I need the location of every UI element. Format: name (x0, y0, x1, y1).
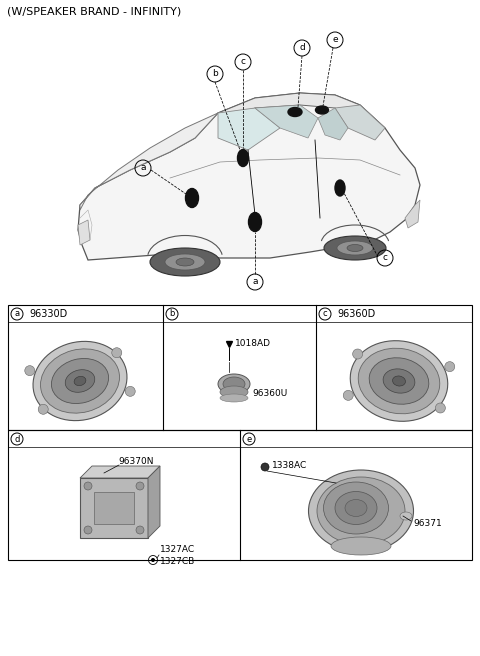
Ellipse shape (331, 537, 391, 555)
Ellipse shape (317, 477, 405, 545)
Ellipse shape (218, 374, 250, 394)
Text: 1327CB: 1327CB (160, 558, 195, 567)
Ellipse shape (324, 236, 386, 260)
Text: e: e (332, 35, 338, 45)
Ellipse shape (223, 377, 245, 391)
Ellipse shape (383, 369, 415, 393)
Text: 96360D: 96360D (337, 309, 375, 319)
Polygon shape (335, 105, 385, 140)
Text: 1338AC: 1338AC (272, 461, 307, 470)
Text: 1018AD: 1018AD (235, 340, 271, 348)
Ellipse shape (51, 358, 108, 403)
Ellipse shape (74, 377, 86, 386)
Ellipse shape (249, 213, 262, 232)
Ellipse shape (40, 349, 120, 413)
Ellipse shape (337, 241, 373, 255)
Text: 96330D: 96330D (29, 309, 67, 319)
Text: e: e (246, 434, 252, 443)
Circle shape (136, 482, 144, 490)
Polygon shape (318, 108, 348, 140)
Ellipse shape (324, 482, 388, 534)
Circle shape (84, 526, 92, 534)
Polygon shape (218, 108, 280, 150)
Text: d: d (299, 43, 305, 52)
Circle shape (112, 348, 122, 358)
Text: b: b (169, 310, 175, 319)
Ellipse shape (358, 348, 440, 414)
Ellipse shape (176, 258, 194, 266)
Polygon shape (255, 105, 318, 138)
Text: b: b (212, 70, 218, 79)
Text: c: c (240, 58, 245, 66)
Text: c: c (323, 310, 327, 319)
Ellipse shape (400, 512, 412, 520)
Ellipse shape (369, 358, 429, 404)
Text: c: c (383, 253, 387, 262)
Text: a: a (252, 277, 258, 287)
Polygon shape (80, 466, 160, 478)
Ellipse shape (347, 245, 363, 251)
Text: a: a (14, 310, 20, 319)
Ellipse shape (185, 188, 199, 207)
Ellipse shape (350, 340, 448, 421)
Circle shape (25, 365, 35, 376)
Circle shape (136, 526, 144, 534)
Polygon shape (405, 200, 420, 228)
Ellipse shape (65, 370, 95, 392)
Bar (80, 478, 148, 538)
Text: 96370N: 96370N (118, 457, 154, 466)
Text: (W/SPEAKER BRAND - INFINITY): (W/SPEAKER BRAND - INFINITY) (7, 6, 181, 16)
Polygon shape (78, 220, 90, 245)
Circle shape (38, 404, 48, 415)
Ellipse shape (238, 150, 249, 167)
Text: 1327AC: 1327AC (160, 546, 195, 554)
Circle shape (435, 403, 445, 413)
Ellipse shape (393, 376, 406, 386)
Ellipse shape (220, 386, 248, 398)
Ellipse shape (335, 491, 377, 525)
Circle shape (445, 361, 455, 372)
Text: 96371: 96371 (413, 518, 442, 527)
Circle shape (353, 349, 362, 359)
Ellipse shape (288, 108, 302, 117)
Ellipse shape (165, 254, 205, 270)
Text: d: d (14, 434, 20, 443)
Ellipse shape (33, 341, 127, 420)
Circle shape (151, 558, 155, 562)
Circle shape (343, 390, 353, 400)
Polygon shape (80, 113, 218, 210)
Bar (8, 430, 472, 560)
Bar (94, 492, 134, 524)
Ellipse shape (315, 106, 328, 114)
Ellipse shape (220, 394, 248, 402)
Bar (8, 305, 472, 430)
Polygon shape (148, 466, 160, 538)
Circle shape (125, 386, 135, 396)
Ellipse shape (345, 499, 367, 516)
Text: 96360U: 96360U (252, 390, 287, 398)
Circle shape (261, 463, 269, 471)
Circle shape (84, 482, 92, 490)
Polygon shape (78, 93, 420, 260)
Text: a: a (140, 163, 146, 173)
Ellipse shape (150, 248, 220, 276)
Ellipse shape (335, 180, 345, 196)
Polygon shape (218, 93, 385, 128)
Ellipse shape (309, 470, 413, 552)
